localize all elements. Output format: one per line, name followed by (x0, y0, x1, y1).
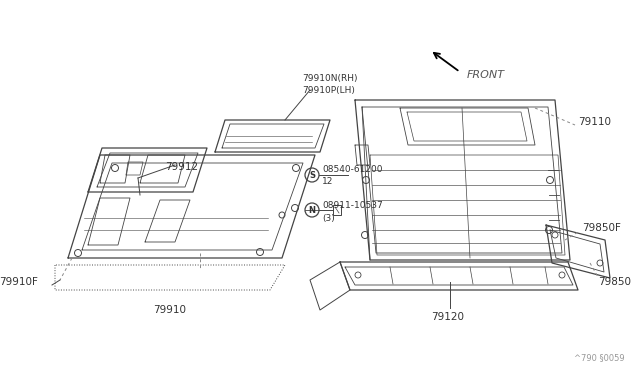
Text: N: N (308, 206, 316, 215)
Text: ^790 §0059: ^790 §0059 (574, 353, 625, 362)
Text: 79910F: 79910F (0, 277, 38, 287)
Text: 79910N(RH): 79910N(RH) (302, 74, 358, 83)
Text: 79912: 79912 (165, 162, 198, 172)
Text: (3): (3) (322, 214, 335, 222)
Text: S: S (309, 171, 315, 180)
Text: 12: 12 (322, 177, 333, 186)
Text: FRONT: FRONT (467, 70, 505, 80)
Text: 79850: 79850 (598, 277, 631, 287)
Text: 79910P(LH): 79910P(LH) (302, 86, 355, 94)
Text: 79110: 79110 (578, 117, 611, 127)
Bar (333, 205, 341, 215)
Text: 08911-10537: 08911-10537 (322, 202, 383, 211)
Text: 79120: 79120 (431, 312, 465, 322)
Text: 79850F: 79850F (582, 223, 621, 233)
Text: 08540-61200: 08540-61200 (322, 166, 383, 174)
Text: 79910: 79910 (154, 305, 186, 315)
